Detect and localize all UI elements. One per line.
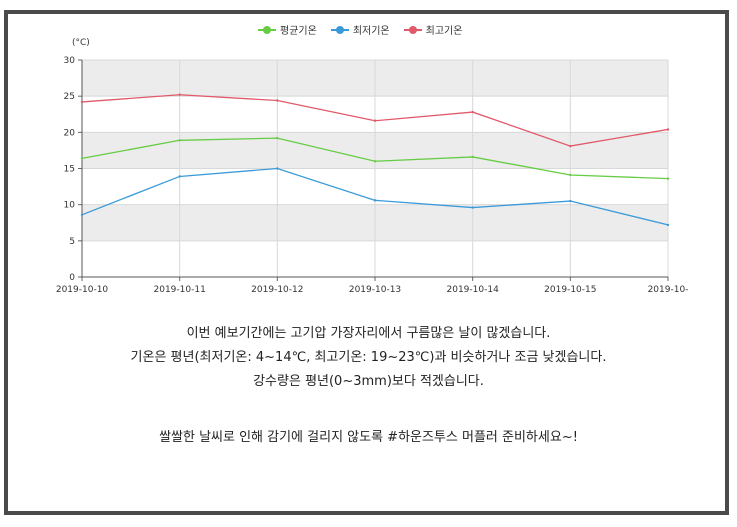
data-point: [276, 167, 279, 170]
y-tick-label: 10: [64, 201, 76, 211]
x-tick-label: 2019-10-11: [154, 285, 206, 295]
x-tick-label: 2019-10-14: [447, 285, 500, 295]
forecast-notes: 이번 예보기간에는 고기압 가장자리에서 구름많은 날이 많겠습니다. 기온은 …: [0, 322, 737, 450]
legend-swatch-icon: [403, 25, 422, 35]
data-point: [471, 206, 474, 209]
legend-label: 평균기온: [280, 26, 317, 37]
data-point: [373, 119, 377, 122]
y-tick-label: 30: [64, 56, 76, 66]
data-point: [80, 157, 84, 160]
legend-swatch-icon: [258, 25, 276, 35]
y-tick-label: 25: [64, 92, 75, 102]
data-point: [276, 99, 279, 102]
note-line: 이번 예보기간에는 고기압 가장자리에서 구름많은 날이 많겠습니다.: [186, 326, 551, 341]
data-point: [373, 160, 377, 163]
note-line: 기온은 평년(최저기온: 4~14℃, 최고기온: 19~23℃)과 비슷하거나…: [130, 350, 607, 365]
data-point: [666, 177, 670, 180]
data-point: [178, 93, 181, 96]
note-line: 강수량은 평년(0~3mm)보다 적겠습니다.: [253, 374, 484, 389]
note-line: 쌀쌀한 날씨로 인해 감기에 걸리지 않도록 #하운즈투스 머플러 준비하세요~…: [159, 430, 578, 445]
x-tick-label: 2019-10-10: [56, 285, 109, 295]
x-tick-label: 2019-10-: [648, 285, 689, 295]
data-point: [178, 175, 181, 178]
y-tick-label: 5: [69, 237, 75, 247]
data-point: [471, 110, 474, 114]
y-tick-label: 15: [64, 165, 75, 175]
x-tick-label: 2019-10-13: [349, 285, 401, 295]
data-point: [569, 144, 572, 148]
data-point: [569, 199, 572, 203]
chart-legend: 평균기온 최저기온 최고기온: [258, 22, 462, 37]
data-point: [80, 213, 84, 216]
data-point: [569, 173, 572, 177]
y-unit-label: (°C): [72, 38, 90, 48]
legend-label: 최고기온: [425, 26, 463, 37]
y-tick-label: 0: [69, 273, 75, 283]
data-point: [666, 223, 670, 227]
data-point: [666, 128, 670, 131]
data-point: [373, 199, 377, 202]
legend-item-max[interactable]: 최고기온: [403, 22, 463, 37]
legend-label: 최저기온: [352, 26, 390, 37]
x-tick-label: 2019-10-12: [251, 285, 303, 295]
legend-item-min[interactable]: 최저기온: [330, 22, 390, 37]
legend-item-avg[interactable]: 평균기온: [258, 22, 317, 37]
legend-swatch-icon: [330, 25, 349, 35]
data-point: [80, 100, 84, 104]
data-point: [471, 155, 474, 159]
data-point: [178, 139, 181, 142]
x-tick-label: 2019-10-15: [544, 285, 596, 295]
data-point: [276, 136, 279, 140]
y-tick-label: 20: [64, 128, 76, 138]
